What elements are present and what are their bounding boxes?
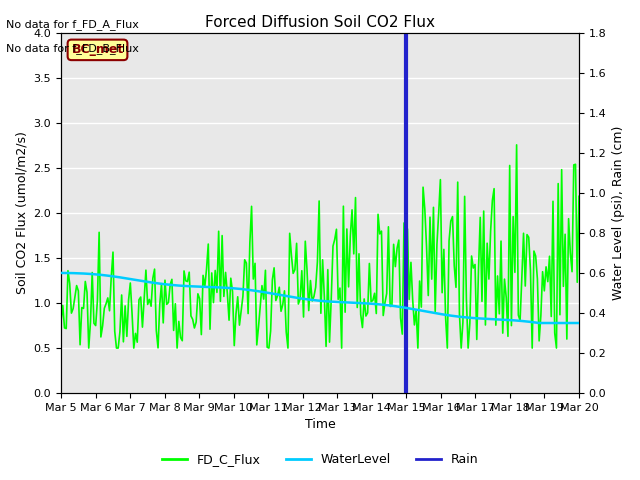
- Text: No data for f_FD_A_Flux: No data for f_FD_A_Flux: [6, 19, 140, 30]
- Text: No data for f_FD_B_Flux: No data for f_FD_B_Flux: [6, 43, 140, 54]
- Y-axis label: Soil CO2 Flux (umol/m2/s): Soil CO2 Flux (umol/m2/s): [15, 132, 28, 294]
- Y-axis label: Water Level (psi), Rain (cm): Water Level (psi), Rain (cm): [612, 126, 625, 300]
- X-axis label: Time: Time: [305, 419, 335, 432]
- Legend: FD_C_Flux, WaterLevel, Rain: FD_C_Flux, WaterLevel, Rain: [157, 448, 483, 471]
- Title: Forced Diffusion Soil CO2 Flux: Forced Diffusion Soil CO2 Flux: [205, 15, 435, 30]
- Text: BC_met: BC_met: [72, 43, 124, 56]
